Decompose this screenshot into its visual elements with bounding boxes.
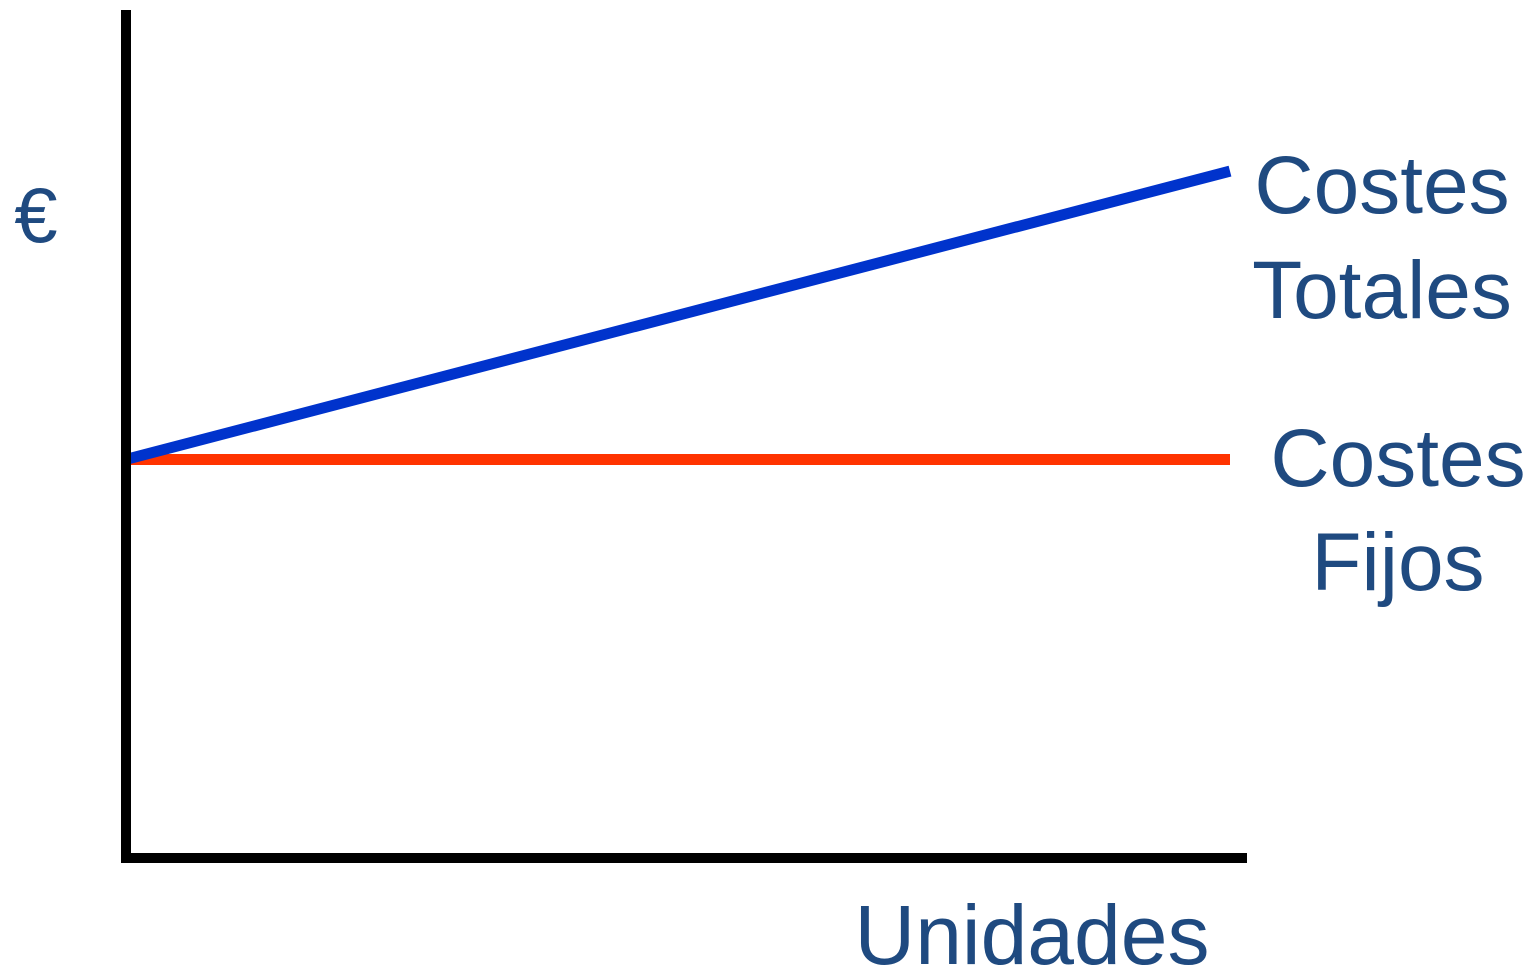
costes-totales-label: Costes Totales	[1252, 140, 1512, 336]
series-labels: Costes Totales Costes Fijos	[1252, 140, 1526, 608]
costes-fijos-label: Costes Fijos	[1270, 413, 1525, 608]
costes-fijos-label-line: Fijos	[1311, 517, 1484, 608]
series-layer	[124, 165, 1232, 465]
costes-totales-label-line: Costes	[1254, 140, 1509, 231]
y-axis-label: €	[14, 171, 57, 259]
x-axis-label: Unidades	[855, 888, 1210, 972]
costes-totales-label-line: Totales	[1252, 245, 1512, 336]
costes-totales-line	[124, 165, 1232, 465]
costes-fijos-label-line: Costes	[1270, 413, 1525, 504]
